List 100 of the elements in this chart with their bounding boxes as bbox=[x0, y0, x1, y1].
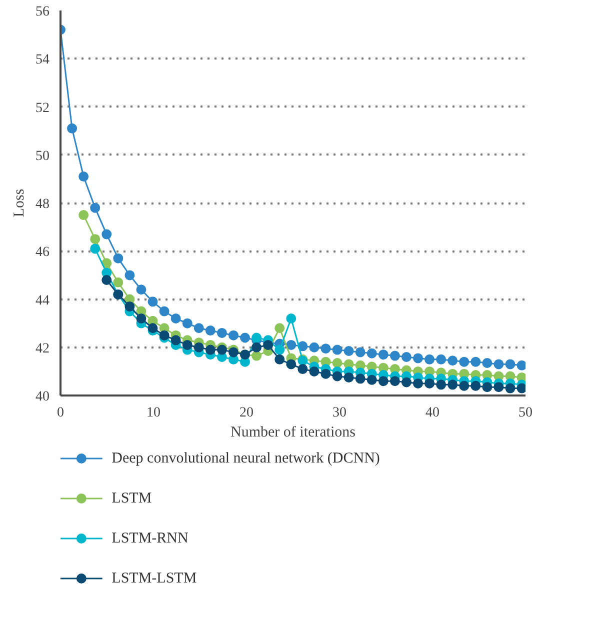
point bbox=[436, 380, 446, 390]
y-tick-label: 54 bbox=[36, 52, 50, 68]
point bbox=[355, 347, 366, 358]
point bbox=[482, 358, 492, 368]
point bbox=[516, 383, 526, 394]
point bbox=[228, 347, 238, 358]
y-tick-label: 44 bbox=[36, 293, 50, 308]
point bbox=[194, 323, 204, 334]
point bbox=[136, 284, 146, 295]
point bbox=[78, 172, 89, 182]
y-tick-label: 50 bbox=[36, 148, 50, 164]
point bbox=[332, 358, 342, 368]
x-axis-title: Number of iterations bbox=[230, 424, 356, 440]
point bbox=[366, 374, 377, 385]
point bbox=[67, 123, 78, 134]
x-tick-label: 10 bbox=[146, 406, 160, 420]
point bbox=[344, 372, 354, 382]
point bbox=[170, 335, 181, 346]
x-tick-label: 0 bbox=[57, 406, 64, 420]
point bbox=[516, 360, 526, 370]
point bbox=[505, 383, 516, 394]
point bbox=[448, 356, 458, 366]
point bbox=[136, 314, 146, 324]
point bbox=[378, 376, 388, 386]
point bbox=[78, 210, 89, 220]
point bbox=[424, 354, 435, 364]
point bbox=[159, 306, 170, 316]
point bbox=[148, 296, 158, 307]
point bbox=[274, 323, 285, 334]
point bbox=[412, 353, 423, 364]
point bbox=[470, 380, 481, 391]
point bbox=[459, 356, 470, 367]
point bbox=[205, 344, 216, 355]
point bbox=[332, 344, 342, 355]
point bbox=[320, 344, 331, 354]
point bbox=[494, 359, 504, 370]
point bbox=[309, 342, 320, 352]
point bbox=[170, 314, 181, 324]
point bbox=[182, 340, 192, 350]
point bbox=[286, 359, 296, 370]
point bbox=[482, 382, 492, 392]
y-axis-title: Loss bbox=[12, 188, 28, 218]
point bbox=[401, 352, 412, 362]
point bbox=[252, 350, 262, 361]
point bbox=[494, 382, 504, 392]
point bbox=[355, 374, 366, 384]
point bbox=[366, 348, 377, 358]
point bbox=[252, 342, 262, 352]
point bbox=[102, 229, 112, 240]
point bbox=[216, 344, 227, 355]
point bbox=[448, 380, 458, 390]
point bbox=[228, 330, 238, 340]
point bbox=[90, 234, 100, 244]
x-tick-label: 30 bbox=[332, 406, 346, 420]
point bbox=[90, 244, 100, 254]
y-tick-label: 52 bbox=[36, 100, 50, 116]
point bbox=[286, 340, 296, 350]
point bbox=[113, 253, 124, 264]
point bbox=[113, 277, 124, 288]
point bbox=[401, 377, 412, 388]
point bbox=[332, 371, 342, 382]
point bbox=[378, 350, 388, 360]
y-tick-label: 42 bbox=[36, 341, 50, 356]
point bbox=[470, 356, 481, 367]
legend-label: LSTM-RNN bbox=[112, 530, 188, 546]
point bbox=[344, 346, 354, 356]
point bbox=[390, 376, 400, 386]
point bbox=[320, 368, 331, 379]
point bbox=[90, 202, 100, 213]
point bbox=[424, 378, 435, 388]
point bbox=[274, 344, 285, 355]
point bbox=[298, 364, 308, 374]
point bbox=[102, 275, 112, 285]
legend-label: Deep convolutional neural network (DCNN) bbox=[112, 450, 380, 466]
x-tick-label: 40 bbox=[426, 406, 440, 420]
y-tick-label: 40 bbox=[36, 390, 50, 404]
point bbox=[159, 330, 170, 340]
y-tick-label: 48 bbox=[36, 197, 50, 212]
point bbox=[124, 301, 135, 312]
point bbox=[286, 314, 296, 324]
point bbox=[390, 350, 400, 361]
point bbox=[205, 326, 216, 336]
point bbox=[194, 342, 204, 352]
point bbox=[124, 270, 135, 280]
x-tick-label: 20 bbox=[240, 406, 254, 420]
point bbox=[436, 354, 446, 364]
point bbox=[252, 332, 262, 343]
point bbox=[240, 332, 250, 343]
point bbox=[459, 380, 470, 391]
legend-label: LSTM-LSTM bbox=[112, 570, 197, 586]
point bbox=[182, 318, 192, 328]
point bbox=[148, 323, 158, 334]
point bbox=[505, 359, 516, 370]
y-tick-label: 56 bbox=[36, 4, 50, 20]
point bbox=[216, 328, 227, 338]
point bbox=[412, 378, 423, 388]
legend-label: LSTM bbox=[112, 490, 152, 506]
point bbox=[309, 366, 320, 376]
x-tick-label: 50 bbox=[518, 406, 532, 420]
point bbox=[274, 354, 285, 364]
